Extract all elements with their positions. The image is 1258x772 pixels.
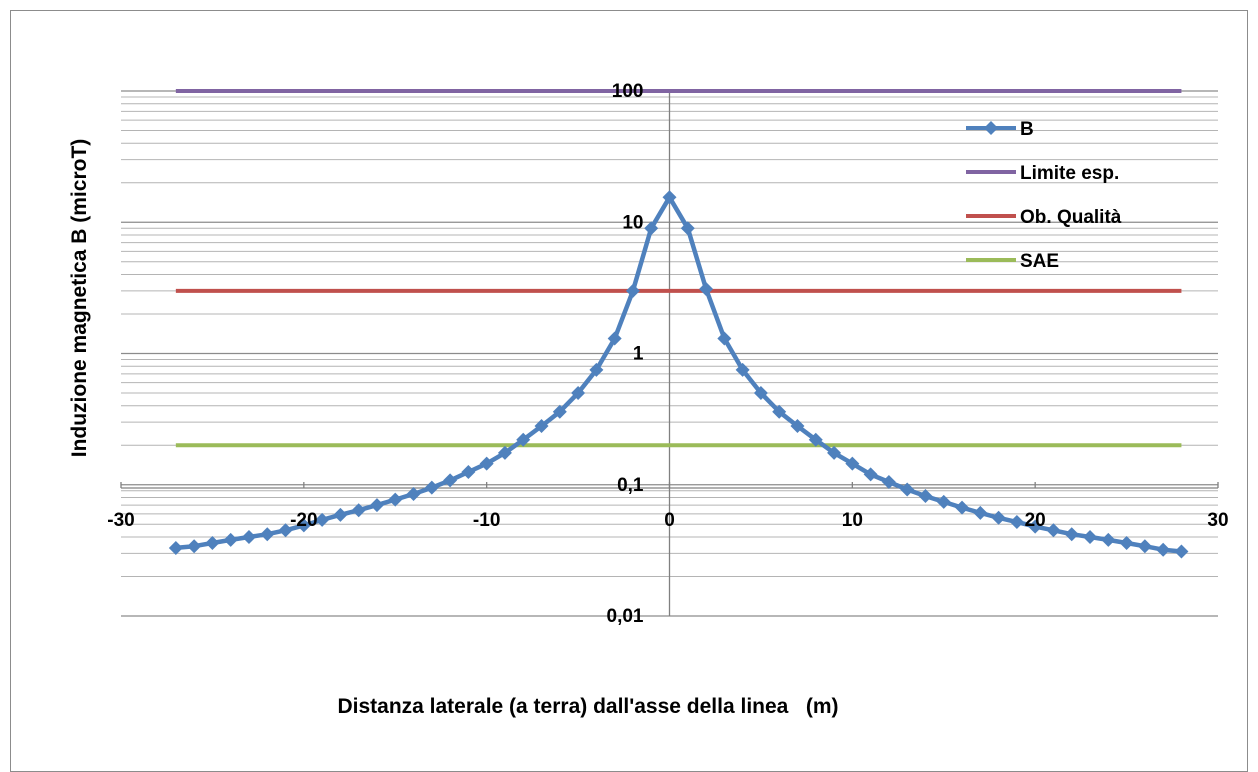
data-point [936, 494, 951, 509]
legend-label: SAE [1020, 251, 1059, 272]
data-point [881, 474, 896, 489]
data-point [461, 465, 476, 480]
data-point [845, 456, 860, 471]
y-tick-label: 100 [612, 81, 644, 102]
data-point [388, 492, 403, 507]
legend-marker [984, 121, 998, 135]
data-point [827, 445, 842, 460]
x-tick-label: -10 [473, 510, 500, 531]
data-point [497, 445, 512, 460]
axes [120, 91, 1219, 616]
data-point [333, 507, 348, 522]
x-axis-title: Distanza laterale (a terra) dall'asse de… [337, 695, 838, 718]
data-point [973, 505, 988, 520]
data-point [607, 331, 622, 346]
y-tick-label: 0,1 [617, 475, 644, 496]
data-point [223, 532, 238, 547]
data-point [644, 221, 659, 236]
data-point [680, 221, 695, 236]
x-tick-label: 0 [664, 510, 675, 531]
data-point [1156, 542, 1171, 557]
data-point [168, 540, 183, 555]
legend-item: B [966, 119, 1034, 140]
data-point [278, 523, 293, 538]
x-tick-label: 30 [1207, 510, 1228, 531]
data-point [205, 535, 220, 550]
data-point [918, 489, 933, 504]
data-point [571, 386, 586, 401]
data-point [808, 432, 823, 447]
data-point [1046, 523, 1061, 538]
y-tick-label: 10 [622, 212, 643, 233]
data-point [479, 456, 494, 471]
y-axis-title: Induzione magnetica B (microT) [68, 139, 91, 458]
data-point [1083, 529, 1098, 544]
legend-item: Ob. Qualità [966, 207, 1122, 228]
legend-label: Ob. Qualità [1020, 207, 1122, 228]
chart-svg: -30 -20 -10 0 10 20 30 0,01 0,1 1 10 100 Induzione … [68, 81, 1229, 718]
data-point [735, 362, 750, 377]
data-point [351, 503, 366, 518]
data-point [534, 419, 549, 434]
data-point [1119, 535, 1134, 550]
data-point [241, 529, 256, 544]
x-tick-label: -20 [290, 510, 317, 531]
chart-frame [10, 10, 1248, 772]
tick-labels: -30 -20 -10 0 10 20 30 0,01 0,1 1 10 100 [107, 81, 1228, 627]
data-point [296, 518, 311, 533]
data-point [1101, 532, 1116, 547]
x-tick-label: -30 [107, 510, 134, 531]
data-point [443, 473, 458, 488]
legend-item: Limite esp. [966, 163, 1119, 184]
x-tick-label: 20 [1025, 510, 1046, 531]
data-point [1009, 515, 1024, 530]
data-point [753, 386, 768, 401]
data-point [1137, 539, 1152, 554]
data-point [516, 432, 531, 447]
data-point [424, 480, 439, 495]
data-point [772, 404, 787, 419]
legend-label: B [1020, 119, 1034, 140]
data-point [625, 283, 640, 298]
data-point [717, 331, 732, 346]
data-point [699, 282, 714, 297]
data-point [187, 539, 202, 554]
data-point [1174, 544, 1189, 559]
data-point [1028, 519, 1043, 534]
reference-lines [175, 89, 1182, 448]
y-tick-label: 1 [633, 344, 644, 365]
data-point [662, 190, 677, 205]
data-point [863, 467, 878, 482]
data-point [790, 419, 805, 434]
data-point [1064, 527, 1079, 542]
data-point [991, 510, 1006, 525]
data-point [955, 500, 970, 515]
legend: B Limite esp. Ob. Qualità SAE [966, 119, 1122, 272]
data-point [406, 487, 421, 502]
x-tick-label: 10 [842, 510, 863, 531]
y-tick-label: 0,01 [607, 606, 644, 627]
data-point [369, 498, 384, 513]
data-point [260, 527, 275, 542]
legend-label: Limite esp. [1020, 163, 1119, 184]
legend-item: SAE [966, 251, 1059, 272]
data-point [900, 482, 915, 497]
data-point [315, 512, 330, 527]
data-point [552, 404, 567, 419]
data-point [589, 362, 604, 377]
series-b [168, 190, 1189, 559]
